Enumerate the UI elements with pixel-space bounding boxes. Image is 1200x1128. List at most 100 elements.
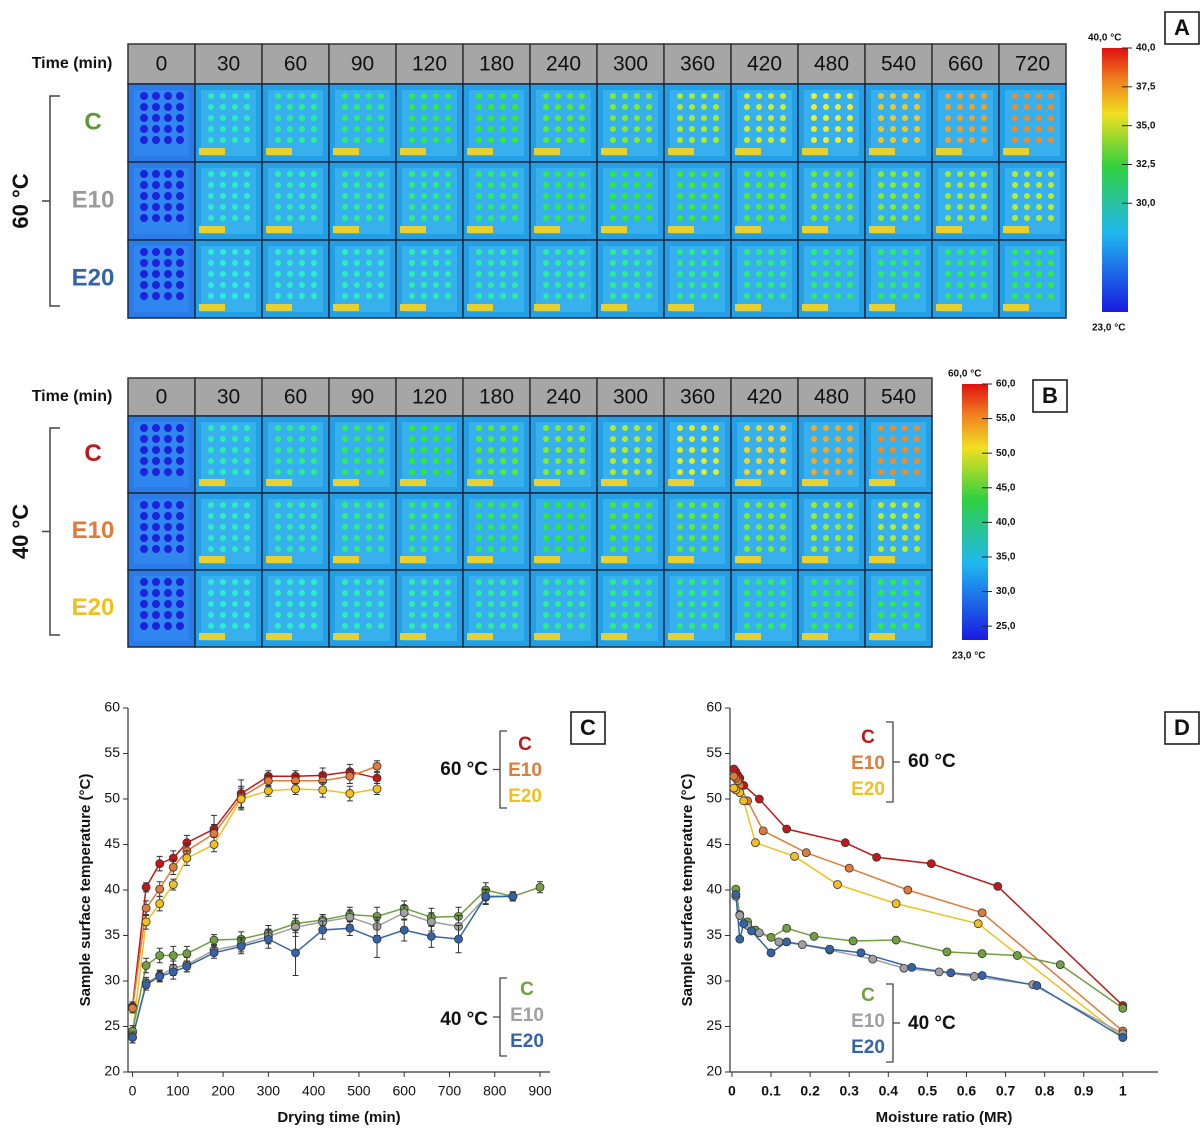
thermal-spot — [610, 590, 616, 596]
thermal-spot — [476, 546, 482, 552]
thermal-spot — [555, 171, 561, 177]
thermal-spot — [152, 292, 160, 300]
thermal-spot — [768, 612, 774, 618]
thermal-spot — [689, 282, 695, 288]
thermal-spot — [152, 114, 160, 122]
thermal-spot — [152, 214, 160, 222]
thermal-spot — [902, 546, 908, 552]
thermal-spot — [275, 458, 281, 464]
x-tick-label: 100 — [166, 1083, 190, 1099]
thermal-spot — [378, 204, 384, 210]
thermal-spot — [409, 104, 415, 110]
thermal-tray — [402, 576, 457, 641]
thermal-spot — [433, 623, 439, 629]
thermal-spot — [780, 282, 786, 288]
thermal-spot — [622, 104, 628, 110]
thermal-spot — [543, 104, 549, 110]
thermal-spot — [244, 204, 250, 210]
thermal-spot — [610, 502, 616, 508]
thermal-spot — [945, 115, 951, 121]
thermal-spot — [701, 182, 707, 188]
thermal-spot — [433, 458, 439, 464]
data-point — [739, 796, 749, 806]
data-point — [844, 863, 854, 873]
thermal-marker — [869, 148, 895, 155]
thermal-spot — [409, 447, 415, 453]
header-cell — [127, 43, 196, 85]
thermal-spot — [164, 457, 172, 465]
thermal-spot — [433, 293, 439, 299]
thermal-spot — [354, 271, 360, 277]
thermal-spot — [445, 249, 451, 255]
thermal-spot — [220, 115, 226, 121]
thermal-spot — [823, 513, 829, 519]
thermal-spot — [232, 137, 238, 143]
thermal-spot — [421, 579, 427, 585]
thermal-spot — [421, 204, 427, 210]
y-tick-label: 30 — [104, 972, 120, 988]
thermal-spot — [847, 458, 853, 464]
row-label: E20 — [72, 594, 115, 621]
legend-bracket — [886, 983, 900, 1063]
data-point — [731, 890, 741, 899]
thermal-spot — [744, 193, 750, 199]
thermal-spot — [244, 458, 250, 464]
thermal-spot — [500, 182, 506, 188]
thermal-marker — [668, 556, 694, 563]
thermal-spot — [689, 579, 695, 585]
thermal-spot — [780, 425, 786, 431]
thermal-spot — [701, 535, 707, 541]
thermal-spot — [1048, 115, 1054, 121]
thermal-spot — [232, 469, 238, 475]
thermal-spot — [579, 425, 585, 431]
thermal-spot — [555, 546, 561, 552]
thermal-spot — [847, 502, 853, 508]
thermal-marker — [802, 226, 828, 233]
series-line — [733, 787, 1124, 1039]
thermal-spot — [835, 535, 841, 541]
thermal-tray — [536, 246, 591, 312]
thermal-spot — [890, 215, 896, 221]
thermal-spot — [232, 535, 238, 541]
thermal-spot — [208, 193, 214, 199]
thermal-spot — [744, 601, 750, 607]
thermal-spot — [421, 524, 427, 530]
thermal-spot — [677, 137, 683, 143]
colorbar-bottom-label: 23,0 °C — [952, 651, 985, 662]
thermal-spot — [835, 436, 841, 442]
thermal-spot — [445, 546, 451, 552]
thermal-spot — [354, 282, 360, 288]
data-point — [766, 932, 776, 942]
thermal-spot — [780, 469, 786, 475]
thermal-spot — [476, 93, 482, 99]
thermal-spot — [176, 136, 184, 144]
thermal-spot — [421, 436, 427, 442]
thermal-spot — [275, 623, 281, 629]
thermal-tray — [603, 246, 658, 312]
thermal-spot — [579, 546, 585, 552]
thermal-spot — [1012, 171, 1018, 177]
thermal-spot — [981, 249, 987, 255]
thermal-spot — [811, 249, 817, 255]
thermal-marker — [1003, 148, 1029, 155]
thermal-spot — [287, 590, 293, 596]
thermal-spot — [701, 590, 707, 596]
thermal-spot — [701, 612, 707, 618]
thermal-spot — [275, 115, 281, 121]
thermal-spot — [878, 182, 884, 188]
thermal-spot — [713, 425, 719, 431]
thermal-spot — [567, 293, 573, 299]
thermal-tray — [536, 499, 591, 564]
thermal-spot — [567, 215, 573, 221]
thermal-spot — [713, 469, 719, 475]
thermal-spot — [512, 447, 518, 453]
thermal-spot — [847, 171, 853, 177]
thermal-spot — [512, 513, 518, 519]
thermal-spot — [646, 93, 652, 99]
thermal-spot — [878, 137, 884, 143]
thermal-spot — [500, 115, 506, 121]
data-point — [848, 936, 858, 946]
thermal-spot — [634, 204, 640, 210]
thermal-spot — [543, 204, 549, 210]
thermal-spot — [152, 578, 160, 586]
